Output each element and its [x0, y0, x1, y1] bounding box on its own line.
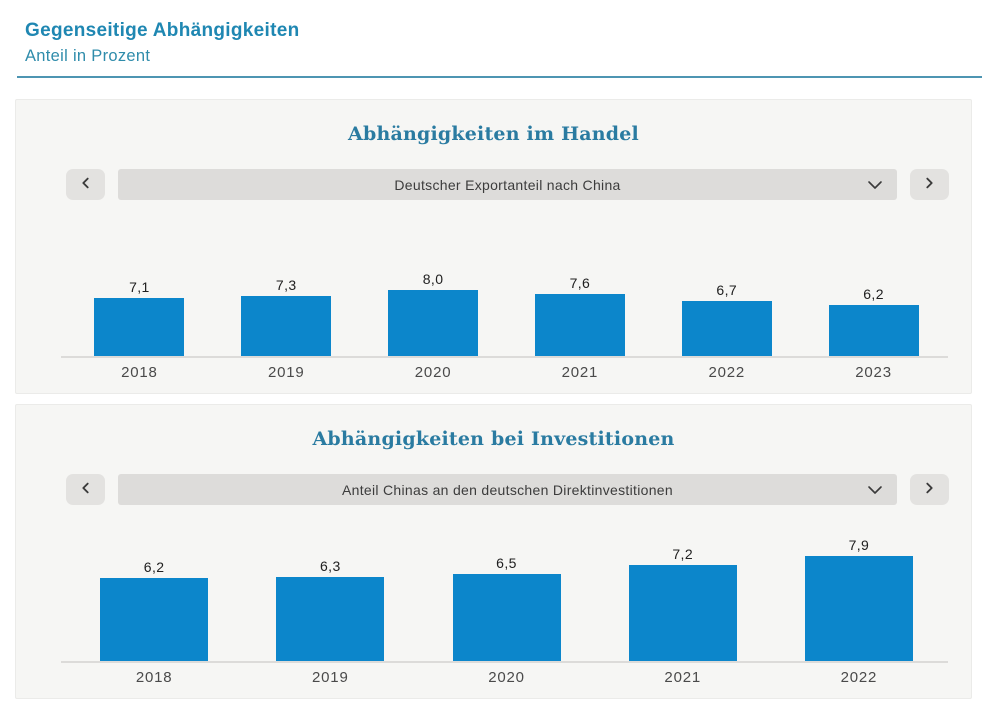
- bar-column: 7,2: [595, 546, 771, 661]
- x-axis-label: 2019: [267, 364, 305, 381]
- x-axis-label: 2020: [488, 669, 525, 686]
- bar-value-label: 6,3: [319, 558, 341, 574]
- bar-value-label: 7,1: [129, 279, 150, 295]
- bar: [100, 578, 209, 661]
- panel-trade: Abhängigkeiten im Handel Deutscher Expor…: [15, 99, 972, 394]
- dropdown-selected-label: Anteil Chinas an den deutschen Direktinv…: [342, 481, 673, 498]
- bar-value-label: 6,7: [716, 282, 738, 298]
- bar-column: 8,0: [360, 271, 507, 356]
- bar: [241, 296, 332, 356]
- plot-area: 6,2 6,3 6,5 7,2 7,9: [66, 513, 947, 661]
- page-title: Gegenseitige Abhängigkeiten: [25, 20, 300, 41]
- series-dropdown-investment[interactable]: Anteil Chinas an den deutschen Direktinv…: [118, 474, 897, 505]
- bar-column: 7,3: [213, 277, 360, 356]
- bar: [94, 298, 185, 356]
- x-axis-label: 2019: [312, 669, 349, 686]
- chevron-right-icon: [924, 482, 935, 497]
- chevron-right-icon: [924, 177, 935, 192]
- bar: [452, 574, 561, 661]
- prev-series-button[interactable]: [66, 169, 105, 200]
- x-axis-label: 2018: [135, 669, 173, 686]
- bar: [681, 301, 772, 356]
- bar-column: 6,5: [418, 555, 594, 661]
- x-axis-labels: 2018 2019 2020 2021 2022: [66, 669, 947, 686]
- bar-column: 6,3: [242, 558, 418, 661]
- bar-chart-investment: 6,2 6,3 6,5 7,2 7,9 2018 2019 2020 2021 2022: [16, 513, 971, 686]
- page-header: Gegenseitige Abhängigkeiten Anteil in Pr…: [0, 0, 987, 66]
- chart-title-trade: Abhängigkeiten im Handel: [348, 123, 639, 145]
- x-axis-label: 2023: [855, 364, 892, 381]
- x-axis-labels: 2018 2019 2020 2021 2022 2023: [66, 364, 947, 381]
- bar: [628, 565, 737, 661]
- chevron-left-icon: [80, 177, 91, 192]
- bar-value-label: 6,2: [143, 559, 165, 575]
- x-axis-label: 2021: [561, 364, 599, 381]
- bar-column: 6,2: [800, 286, 947, 356]
- dropdown-selected-label: Deutscher Exportanteil nach China: [394, 176, 621, 193]
- x-axis-label: 2018: [121, 364, 158, 381]
- next-series-button[interactable]: [910, 169, 949, 200]
- bar: [828, 305, 919, 356]
- x-axis-label: 2022: [840, 669, 878, 686]
- chart-title-investment: Abhängigkeiten bei Investitionen: [312, 428, 675, 450]
- bar-chart-trade: 7,1 7,3 8,0 7,6 6,7 6,2 2018 2019 2020 2021 2022 2…: [16, 208, 971, 381]
- chevron-left-icon: [80, 482, 91, 497]
- bar: [276, 577, 385, 661]
- x-axis-line: [61, 661, 948, 663]
- x-axis-line: [61, 356, 948, 358]
- bar-column: 6,7: [653, 282, 800, 356]
- bar-value-label: 7,6: [569, 275, 591, 291]
- x-axis-label: 2021: [664, 669, 701, 686]
- bar-value-label: 6,2: [863, 286, 884, 302]
- page-subtitle: Anteil in Prozent: [25, 47, 151, 65]
- chevron-down-icon: [867, 485, 883, 495]
- bar-column: 7,6: [506, 275, 653, 356]
- bar-value-label: 7,9: [848, 537, 870, 553]
- panel-investment: Abhängigkeiten bei Investitionen Anteil …: [15, 404, 972, 699]
- bar-value-label: 6,5: [496, 555, 517, 571]
- bar: [534, 294, 625, 356]
- x-axis-label: 2022: [708, 364, 746, 381]
- plot-area: 7,1 7,3 8,0 7,6 6,7 6,2: [66, 208, 947, 356]
- bar: [388, 290, 479, 356]
- bar-column: 7,1: [66, 279, 213, 356]
- chevron-down-icon: [867, 180, 883, 190]
- bar-value-label: 8,0: [422, 271, 444, 287]
- x-axis-label: 2020: [414, 364, 452, 381]
- prev-series-button[interactable]: [66, 474, 105, 505]
- series-controls-trade: Deutscher Exportanteil nach China: [16, 169, 971, 200]
- bar-value-label: 7,2: [672, 546, 694, 562]
- next-series-button[interactable]: [910, 474, 949, 505]
- bar-column: 6,2: [66, 559, 242, 661]
- series-controls-investment: Anteil Chinas an den deutschen Direktinv…: [16, 474, 971, 505]
- bar-column: 7,9: [771, 537, 947, 661]
- header-rule: [17, 76, 982, 78]
- bar-value-label: 7,3: [275, 277, 297, 293]
- bar: [804, 556, 913, 661]
- series-dropdown-trade[interactable]: Deutscher Exportanteil nach China: [118, 169, 897, 200]
